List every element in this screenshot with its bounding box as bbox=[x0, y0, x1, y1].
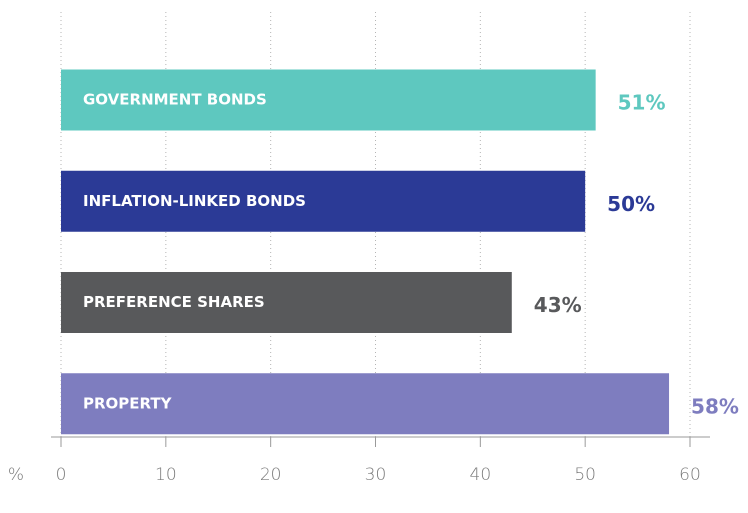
category-label: GOVERNMENT BONDS bbox=[83, 91, 267, 109]
x-tick-label: 50 bbox=[574, 465, 596, 485]
category-label: PREFERENCE SHARES bbox=[83, 293, 265, 311]
x-tick-label: 20 bbox=[260, 465, 282, 485]
bar bbox=[61, 170, 586, 232]
x-tick-label: 30 bbox=[365, 465, 387, 485]
category-label: INFLATION-LINKED BONDS bbox=[83, 192, 306, 210]
x-unit-label: % bbox=[8, 465, 24, 485]
category-label: PROPERTY bbox=[83, 394, 173, 412]
x-tick-label: 60 bbox=[679, 465, 701, 485]
x-tick-label: 10 bbox=[155, 465, 177, 485]
bar bbox=[61, 373, 670, 435]
bar bbox=[61, 69, 596, 131]
x-tick-label: 0 bbox=[56, 465, 67, 485]
value-label: 43% bbox=[534, 293, 582, 317]
x-tick-label: 40 bbox=[470, 465, 492, 485]
value-label: 58% bbox=[691, 394, 739, 418]
bar bbox=[61, 272, 512, 333]
value-label: 51% bbox=[618, 91, 666, 115]
value-label: 50% bbox=[607, 192, 655, 216]
